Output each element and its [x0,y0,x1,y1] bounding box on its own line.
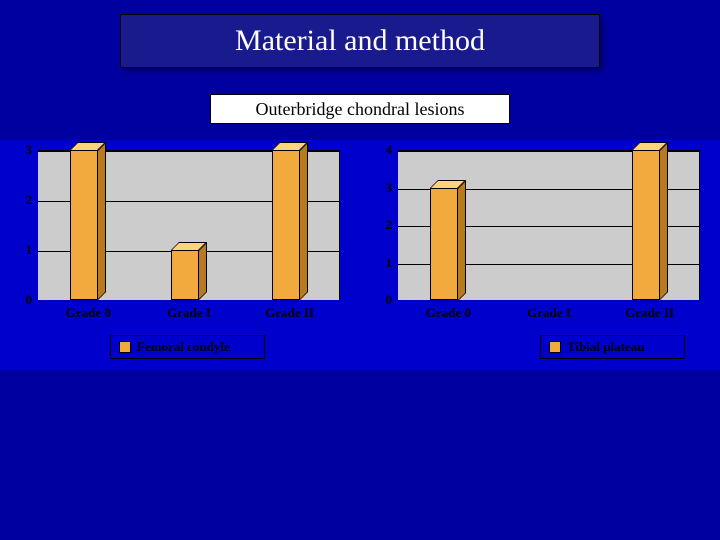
bar-side [98,142,106,300]
chart-legend: Femoral condyle [110,335,265,359]
legend-label: Femoral condyle [137,339,230,355]
bar-side [660,142,668,300]
bar-front [632,150,660,300]
legend-swatch [119,341,131,353]
bar-side [199,242,207,300]
y-tick-label: 3 [0,142,38,158]
tibial-plateau-chart: 0 1 2 3 4 Grade 0 Grade I Grade II Tibial platea… [360,140,720,370]
y-tick-label: 3 [360,180,398,196]
bar-front [272,150,300,300]
bar [272,150,308,300]
bar [70,150,106,300]
plot-area [398,150,700,300]
legend-label: Tibial plateau [567,339,644,355]
y-tick-label: 1 [0,242,38,258]
bar [632,150,668,300]
x-tick-label: Grade 0 [43,305,133,321]
bar [171,250,207,300]
y-tick-label: 2 [360,217,398,233]
x-tick-label: Grade I [144,305,234,321]
slide-title: Material and method [235,24,485,58]
bar-side [300,142,308,300]
x-tick-label: Grade II [605,305,695,321]
bar-front [171,250,199,300]
bar-side [458,180,466,301]
legend-swatch [549,341,561,353]
bar-front [430,188,458,301]
slide-subtitle: Outerbridge chondral lesions [256,99,465,120]
y-tick-label: 1 [360,255,398,271]
y-tick-label: 0 [360,292,398,308]
femoral-condyle-chart: 0 1 2 3 Grade 0 Grade I Grade II Femoral condyl… [0,140,360,370]
bar [430,188,466,301]
gridline [38,301,339,302]
y-tick-label: 0 [0,292,38,308]
x-tick-label: Grade II [245,305,335,321]
chart-legend: Tibial plateau [540,335,685,359]
y-tick-label: 4 [360,142,398,158]
x-tick-label: Grade 0 [403,305,493,321]
gridline [398,301,699,302]
slide-title-box: Material and method [120,14,600,68]
charts-region: 0 1 2 3 Grade 0 Grade I Grade II Femoral condyl… [0,140,720,370]
bar-front [70,150,98,300]
slide-subtitle-box: Outerbridge chondral lesions [210,94,510,124]
plot-area [38,150,340,300]
x-tick-label: Grade I [504,305,594,321]
y-tick-label: 2 [0,192,38,208]
